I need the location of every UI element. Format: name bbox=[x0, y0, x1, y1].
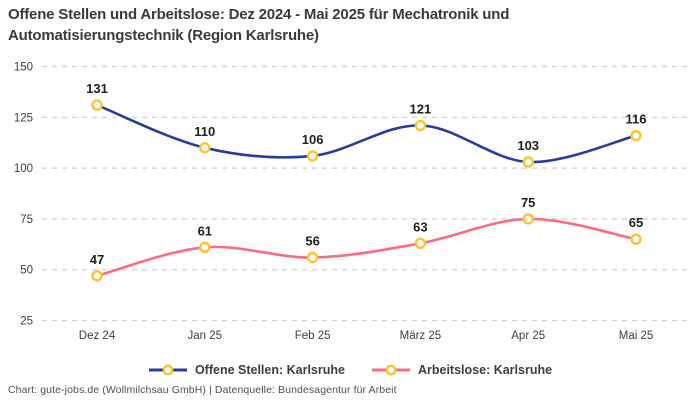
y-tick-label: 100 bbox=[14, 163, 33, 175]
x-tick-label: Feb 25 bbox=[295, 330, 331, 342]
legend-label-arbeitslose: Arbeitslose: Karlsruhe bbox=[417, 363, 553, 377]
y-tick-label: 25 bbox=[20, 316, 33, 328]
data-point-marker-arbeitslose[interactable] bbox=[91, 270, 103, 282]
point-label-offene-stellen: 106 bbox=[302, 132, 324, 147]
point-label-offene-stellen: 131 bbox=[86, 81, 108, 96]
legend-ring-icon bbox=[162, 364, 174, 376]
point-label-arbeitslose: 63 bbox=[413, 219, 427, 234]
legend-item-arbeitslose[interactable]: Arbeitslose: Karlsruhe bbox=[371, 363, 552, 377]
x-tick-label: Apr 25 bbox=[511, 330, 545, 342]
point-label-offene-stellen: 103 bbox=[517, 138, 539, 153]
line-chart-plot-area: 150 125 100 75 50 25 Dez 24 Jan 25 Feb 25 März 25… bbox=[14, 62, 690, 342]
data-point-marker-arbeitslose[interactable] bbox=[199, 241, 211, 254]
legend-line-marker-icon bbox=[148, 364, 187, 376]
line-series-arbeitslose bbox=[95, 217, 638, 278]
data-point-marker-offene-stellen[interactable] bbox=[414, 119, 427, 132]
point-label-arbeitslose: 75 bbox=[521, 195, 535, 210]
legend-line-marker-icon bbox=[371, 364, 410, 376]
x-tick-label: Mai 25 bbox=[619, 330, 654, 342]
y-tick-label: 75 bbox=[20, 214, 33, 226]
data-point-marker-arbeitslose[interactable] bbox=[306, 251, 319, 264]
data-point-marker-offene-stellen[interactable] bbox=[91, 99, 103, 111]
x-tick-label: Jan 25 bbox=[188, 330, 223, 342]
x-tick-label: Dez 24 bbox=[79, 330, 116, 342]
legend-label-offene-stellen: Offene Stellen: Karlsruhe bbox=[194, 363, 345, 377]
data-point-marker-arbeitslose[interactable] bbox=[414, 237, 427, 249]
point-label-offene-stellen: 121 bbox=[410, 101, 432, 116]
x-tick-label: März 25 bbox=[400, 330, 442, 342]
legend-ring-icon bbox=[385, 364, 397, 376]
data-point-marker-offene-stellen[interactable] bbox=[306, 150, 319, 162]
y-tick-label: 150 bbox=[14, 62, 33, 74]
data-point-marker-offene-stellen[interactable] bbox=[522, 156, 534, 168]
legend-item-offene-stellen[interactable]: Offene Stellen: Karlsruhe bbox=[148, 363, 345, 377]
point-label-arbeitslose: 47 bbox=[90, 252, 104, 267]
point-label-offene-stellen: 110 bbox=[194, 124, 215, 139]
line-series-offene-stellen bbox=[95, 103, 638, 164]
point-label-arbeitslose: 65 bbox=[629, 215, 643, 230]
y-tick-label: 125 bbox=[14, 112, 33, 124]
attribution-footer: Chart: gute-jobs.de (Wollmilchsau GmbH) … bbox=[8, 384, 397, 396]
y-tick-label: 50 bbox=[20, 265, 33, 277]
data-point-marker-offene-stellen[interactable] bbox=[199, 142, 211, 154]
chart-title-line2: Automatisierungstechnik (Region Karlsruh… bbox=[8, 27, 319, 44]
point-label-arbeitslose: 61 bbox=[198, 223, 212, 238]
point-label-offene-stellen: 116 bbox=[626, 112, 647, 127]
data-point-marker-arbeitslose[interactable] bbox=[630, 233, 642, 245]
data-point-marker-offene-stellen[interactable] bbox=[630, 129, 642, 142]
legend: Offene Stellen: Karlsruhe Arbeitslose: K… bbox=[0, 359, 700, 381]
point-label-arbeitslose: 56 bbox=[305, 234, 319, 249]
data-point-marker-arbeitslose[interactable] bbox=[522, 213, 534, 225]
chart-title: Offene Stellen und Arbeitslose: Dez 2024… bbox=[8, 4, 509, 46]
chart-title-line1: Offene Stellen und Arbeitslose: Dez 2024… bbox=[8, 6, 510, 23]
